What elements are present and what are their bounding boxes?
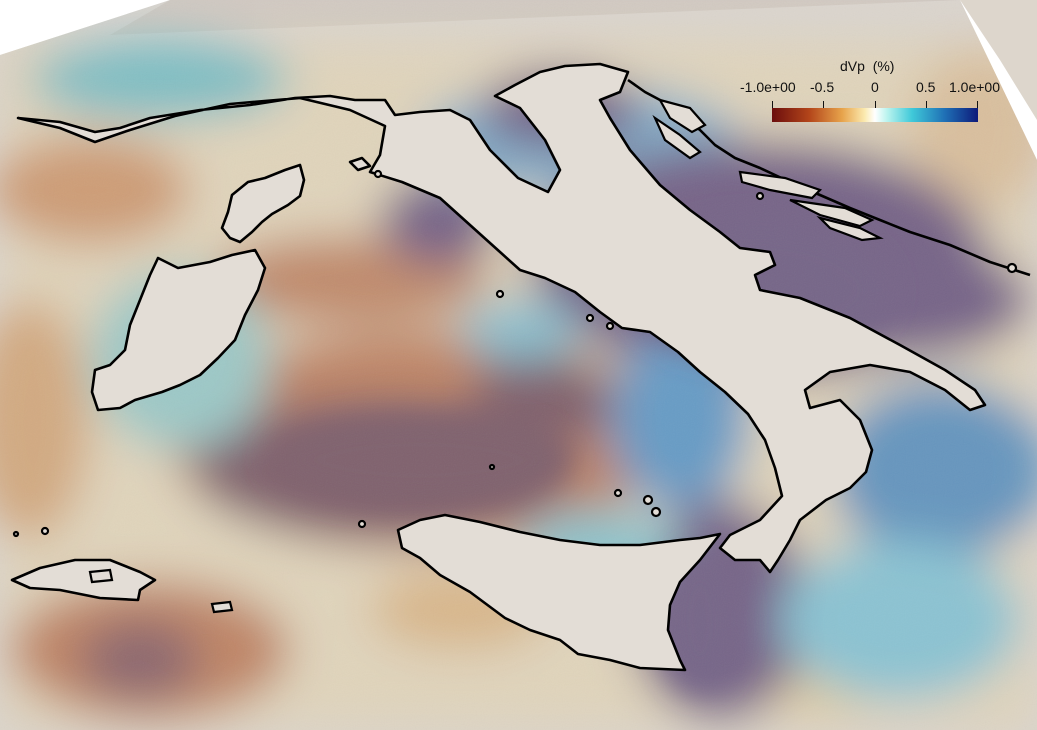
tickmark-max (977, 101, 978, 108)
colorbar-gradient (772, 108, 978, 122)
italy-coastline (16, 62, 987, 574)
legend-tick-max: 1.0e+00 (949, 79, 1000, 95)
legend-tick-neg-half: -0.5 (810, 79, 835, 95)
legend-title: dVp (%) (840, 58, 895, 74)
sicily-coastline (396, 513, 722, 672)
land-masses (10, 62, 1031, 672)
legend-tick-min: -1.0e+00 (740, 79, 796, 95)
tickmark-neg-half (823, 101, 824, 108)
tickmark-min (772, 101, 773, 108)
elba-coastline (348, 156, 372, 172)
sardinia-coastline (90, 248, 267, 412)
tickmark-zero (875, 101, 876, 108)
corsica-coastline (220, 163, 306, 244)
mallorca-coastline (10, 558, 157, 602)
colorbar-legend: dVp (%) -1.0e+00 -0.5 0 0.5 1.0e+00 (740, 56, 1010, 126)
tickmark-pos-half (926, 101, 927, 108)
legend-tick-pos-half: 0.5 (916, 79, 936, 95)
legend-tick-zero: 0 (871, 79, 879, 95)
small-islands (12, 98, 1018, 614)
